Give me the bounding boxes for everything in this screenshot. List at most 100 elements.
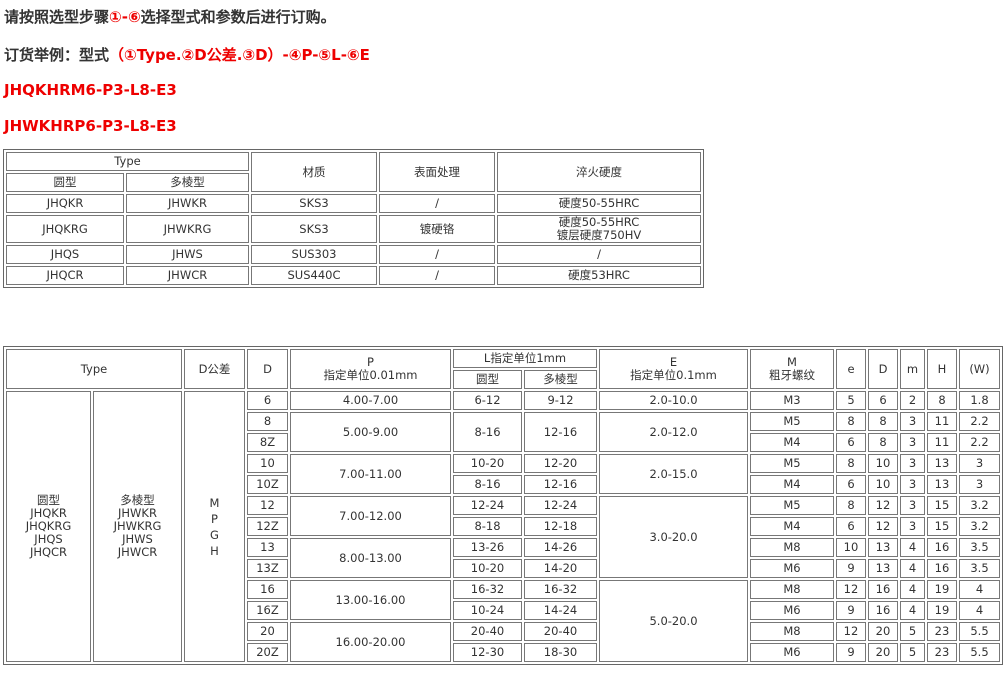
cell-d: 10 <box>247 454 288 473</box>
table-row: 16 13.00-16.00 16-32 16-32 5.0-20.0 M8 12 16 4 19… <box>6 580 1000 662</box>
cell-thread: M4 <box>750 433 834 452</box>
cell-l-poly: 20-40 <box>524 622 597 641</box>
cell-p-range: 16.00-20.00 <box>290 622 451 662</box>
cell-material: SKS3 <box>251 194 377 213</box>
header-m-small: m <box>900 349 925 389</box>
cell-m: 5 <box>900 643 925 662</box>
header-w: (W) <box>959 349 1000 389</box>
cell-m: 5 <box>900 622 925 641</box>
cell-m: 4 <box>900 601 925 620</box>
cell-w: 4 <box>959 580 1000 599</box>
cell-l-poly: 12-20 <box>524 454 597 473</box>
cell-h: 23 <box>927 643 957 662</box>
cell-l-poly: 14-24 <box>524 601 597 620</box>
cell-d: 10 <box>868 475 898 494</box>
cell-d: 13 <box>247 538 288 557</box>
cell-d: 16 <box>868 601 898 620</box>
example-code-2: JHWKHRP6-P3-L8-E3 <box>4 117 177 135</box>
cell-w: 5.5 <box>959 622 1000 641</box>
table-row: 12 7.00-12.00 12-24 12-24 3.0-20.0 M5 8 12 3 15 3.… <box>6 496 1000 578</box>
cell-p-range: 7.00-12.00 <box>290 496 451 536</box>
cell-thread: M6 <box>750 643 834 662</box>
header-l-poly: 多棱型 <box>524 370 597 389</box>
table-row: 12Z 8-18 12-18 M4 6 12 3 15 3.2 <box>6 517 1000 536</box>
cell-e: 8 <box>836 496 866 515</box>
cell-l-round: 6-12 <box>453 391 522 410</box>
cell-h: 15 <box>927 517 957 536</box>
cell-l-round: 10-24 <box>453 601 522 620</box>
table-row: 13 8.00-13.00 13-26 14-26 M8 10 13 4 16 3.5 <box>6 538 1000 578</box>
table-row: 10Z 8-16 12-16 M4 6 10 3 13 3 <box>6 475 1000 494</box>
cell-d: 6 <box>868 391 898 410</box>
type-poly-item: JHWCR <box>117 545 158 559</box>
cell-h: 19 <box>927 601 957 620</box>
header-poly: 多棱型 <box>126 173 249 192</box>
cell-e-range: 5.0-20.0 <box>599 580 748 662</box>
cell-m: 2 <box>900 391 925 410</box>
cell-h: 13 <box>927 475 957 494</box>
d-tolerance-item: H <box>210 543 219 558</box>
cell-l-poly: 12-24 <box>524 496 597 515</box>
cell-l-poly: 12-16 <box>524 475 597 494</box>
order-example-line: 订货举例：型式（①Type.②D公差.③D）-④P-⑤L-⑥E <box>4 44 370 65</box>
cell-w: 3 <box>959 475 1000 494</box>
cell-thread: M5 <box>750 454 834 473</box>
type-poly-item: JHWKR <box>118 506 157 520</box>
m-label: M <box>787 355 797 369</box>
header-m: M 粗牙螺纹 <box>750 349 834 389</box>
cell-m: 3 <box>900 433 925 452</box>
header-h: H <box>927 349 957 389</box>
cell-l-round: 16-32 <box>453 580 522 599</box>
cell-e: 9 <box>836 601 866 620</box>
p-label: P <box>367 355 374 369</box>
cell-e-range: 2.0-15.0 <box>599 454 748 494</box>
cell-surface: 镀硬铬 <box>379 215 495 243</box>
cell-w: 3.5 <box>959 538 1000 557</box>
cell-l-round: 13-26 <box>453 538 522 557</box>
cell-poly: JHWKRG <box>126 215 249 243</box>
header-e-small: e <box>836 349 866 389</box>
cell-l-poly: 9-12 <box>524 391 597 410</box>
cell-l-round: 10-20 <box>453 454 522 473</box>
header-type: Type <box>6 152 249 171</box>
cell-l-round: 8-16 <box>453 412 522 452</box>
cell-m: 3 <box>900 517 925 536</box>
table-row: JHQKR JHWKR SKS3/ 硬度50-55HRC <box>6 194 701 213</box>
cell-p-range: 7.00-11.00 <box>290 454 451 494</box>
header-e: E 指定单位0.1mm <box>599 349 748 389</box>
cell-e: 9 <box>836 643 866 662</box>
cell-l-poly: 14-20 <box>524 559 597 578</box>
cell-l-poly: 16-32 <box>524 580 597 599</box>
table-row: 20 16.00-20.00 20-40 20-40 M8 12 20 5 23 5.5 <box>6 622 1000 662</box>
table-row: 13Z 10-20 14-20 M6 9 13 4 16 3.5 <box>6 559 1000 578</box>
cell-hardness: 硬度53HRC <box>497 266 701 285</box>
hardness-value: 硬度53HRC <box>568 268 630 282</box>
type-poly-item: 多棱型 <box>120 493 155 507</box>
cell-p-range: 4.00-7.00 <box>290 391 451 410</box>
cell-e-range: 3.0-20.0 <box>599 496 748 578</box>
cell-e: 6 <box>836 433 866 452</box>
cell-m: 3 <box>900 496 925 515</box>
type-poly-item: JHWKRG <box>113 519 162 533</box>
table-row: 圆型 JHQKR JHQKRG JHQS JHQCR 多棱型 JHWKR JHWKRG JHWS… <box>6 391 1000 662</box>
cell-poly: JHWCR <box>126 266 249 285</box>
cell-e-range: 2.0-10.0 <box>599 391 748 410</box>
cell-d: 8 <box>868 433 898 452</box>
e-label: E <box>669 355 678 369</box>
example-code-1: JHQKHRM6-P3-L8-E3 <box>4 81 177 99</box>
header-hardness: 淬火硬度 <box>497 152 701 192</box>
table-row: 16Z 10-24 14-24 M6 9 16 4 19 4 <box>6 601 1000 620</box>
cell-surface: / <box>379 245 495 264</box>
cell-poly: JHWS <box>126 245 249 264</box>
type-round-item: JHQS <box>34 532 63 546</box>
cell-thread: M4 <box>750 475 834 494</box>
instruction-text-end: 选择型式和参数后进行订购。 <box>140 8 336 26</box>
cell-thread: M8 <box>750 580 834 599</box>
hardness-value: / <box>597 247 601 261</box>
d-tolerance-item: M <box>209 495 220 510</box>
cell-hardness: / <box>497 245 701 264</box>
cell-d: 13 <box>868 538 898 557</box>
cell-d: 12 <box>868 496 898 515</box>
cell-w: 1.8 <box>959 391 1000 410</box>
table-row: 20Z 12-30 18-30 M6 9 20 5 23 5.5 <box>6 643 1000 662</box>
